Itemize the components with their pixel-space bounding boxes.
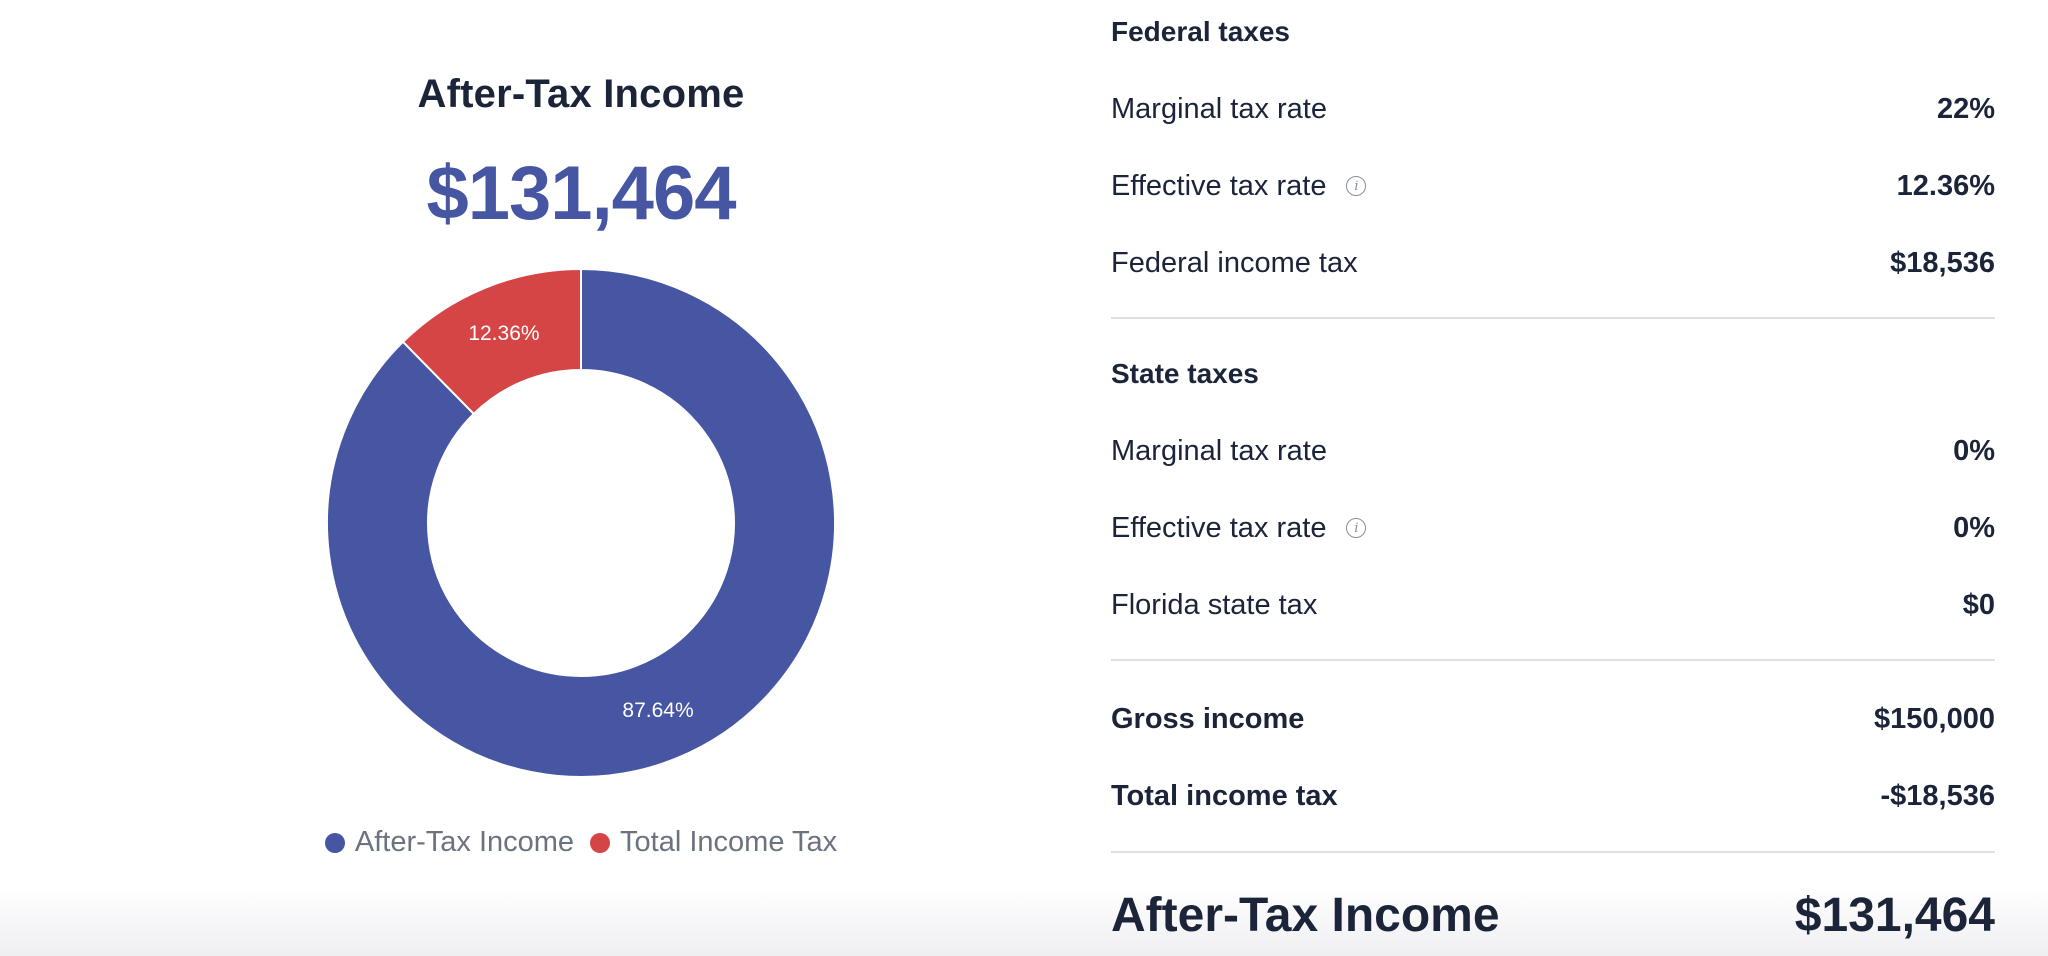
row-value: 0% xyxy=(1953,511,1995,544)
divider xyxy=(1111,851,1995,853)
row-label-wrap: Effective tax rate i xyxy=(1111,169,1367,203)
chart-legend: After-Tax Income Total Income Tax xyxy=(0,826,1162,859)
legend-item-after-tax-income[interactable]: After-Tax Income xyxy=(324,826,575,859)
gross-income-row: Gross income $150,000 xyxy=(1111,697,1995,741)
state-taxes-heading: State taxes xyxy=(1111,358,1259,389)
row-label: Florida state tax xyxy=(1111,588,1318,621)
chart-panel: After-Tax Income $131,464 87.64% 12.36% A… xyxy=(0,72,1162,859)
donut-chart: 87.64% 12.36% xyxy=(326,267,836,778)
row-label: Marginal tax rate xyxy=(1111,92,1327,125)
tax-breakdown: Federal taxes Marginal tax rate 22% Effe… xyxy=(1111,0,1995,956)
final-label: After-Tax Income xyxy=(1111,888,1500,942)
chart-title: After-Tax Income xyxy=(417,72,745,116)
row-label: Marginal tax rate xyxy=(1111,434,1327,467)
federal-taxes-heading: Federal taxes xyxy=(1111,16,1290,47)
legend-label: After-Tax Income xyxy=(354,826,575,858)
info-icon[interactable]: i xyxy=(1346,518,1367,538)
state-effective-rate-row: Effective tax rate i 0% xyxy=(1111,506,1995,550)
final-value: $131,464 xyxy=(1794,888,1995,942)
label-after-tax-income: 87.64% xyxy=(622,699,693,722)
row-value: 12.36% xyxy=(1896,169,1995,202)
row-value: $18,536 xyxy=(1890,246,1995,279)
row-value: $150,000 xyxy=(1874,702,1995,735)
legend-dot-icon xyxy=(324,832,345,853)
row-value: $0 xyxy=(1962,588,1995,621)
row-label-wrap: Effective tax rate i xyxy=(1111,511,1367,545)
after-tax-total: $131,464 xyxy=(426,151,737,236)
row-label: Effective tax rate xyxy=(1111,169,1327,202)
row-value: -$18,536 xyxy=(1880,779,1996,812)
federal-effective-rate-row: Effective tax rate i 12.36% xyxy=(1111,164,1995,208)
state-marginal-rate-row: Marginal tax rate 0% xyxy=(1111,429,1995,473)
label-total-income-tax: 12.36% xyxy=(468,322,539,345)
federal-marginal-rate-row: Marginal tax rate 22% xyxy=(1111,87,1995,131)
row-value: 0% xyxy=(1953,434,1995,467)
divider xyxy=(1111,659,1995,661)
row-value: 22% xyxy=(1936,92,1995,125)
slice-after-tax-income[interactable] xyxy=(326,267,836,778)
legend-label: Total Income Tax xyxy=(620,826,838,858)
legend-item-total-income-tax[interactable]: Total Income Tax xyxy=(590,826,837,859)
federal-income-tax-row: Federal income tax $18,536 xyxy=(1111,241,1995,285)
row-label: Gross income xyxy=(1111,702,1305,735)
after-tax-income-row: After-Tax Income $131,464 xyxy=(1111,885,1995,945)
legend-dot-icon xyxy=(590,832,611,853)
total-income-tax-row: Total income tax -$18,536 xyxy=(1111,774,1995,818)
slice-total-income-tax[interactable] xyxy=(401,267,582,416)
state-tax-row: Florida state tax $0 xyxy=(1111,583,1995,627)
divider xyxy=(1111,317,1995,319)
info-icon[interactable]: i xyxy=(1346,176,1367,196)
row-label: Effective tax rate xyxy=(1111,511,1327,544)
row-label: Federal income tax xyxy=(1111,246,1358,279)
row-label: Total income tax xyxy=(1111,779,1338,812)
